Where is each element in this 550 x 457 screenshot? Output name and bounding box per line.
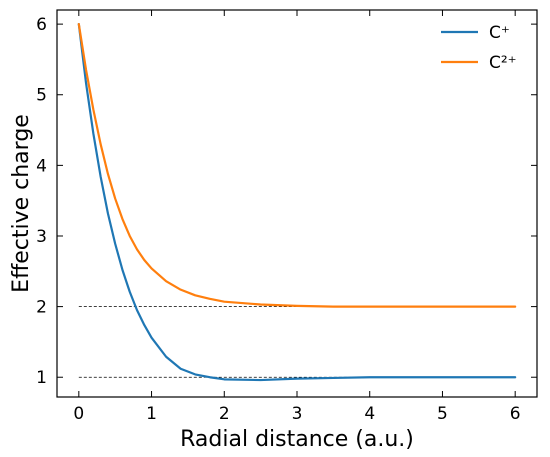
x-tick-label: 6 [510,404,521,424]
x-tick-label: 3 [292,404,303,424]
series-layer [77,23,517,382]
y-tick-label: 4 [36,156,47,176]
x-tick-label: 2 [219,404,230,424]
axis-ticks [57,10,537,397]
x-axis-title: Radial distance (a.u.) [180,427,414,452]
x-tick-label: 1 [146,404,157,424]
y-tick-label: 3 [36,227,47,247]
reference-lines [78,306,516,378]
x-tick-label: 4 [364,404,375,424]
y-tick-label: 2 [36,298,47,318]
series-line-1 [77,23,517,382]
legend-label-1: C⁺ [489,23,510,43]
x-tick-label: 0 [73,404,84,424]
x-tick-label: 5 [437,404,448,424]
plot-frame [56,9,538,398]
legend: C⁺ C²⁺ [441,23,517,73]
y-tick-label: 1 [36,368,47,388]
series-line-2 [77,23,517,308]
y-tick-label: 5 [36,86,47,106]
tick-labels: 0 1 2 3 4 5 6 1 2 3 4 5 6 [36,15,520,424]
y-tick-label: 6 [36,15,47,35]
y-axis-title: Effective charge [9,114,34,293]
legend-label-2: C²⁺ [489,53,517,73]
